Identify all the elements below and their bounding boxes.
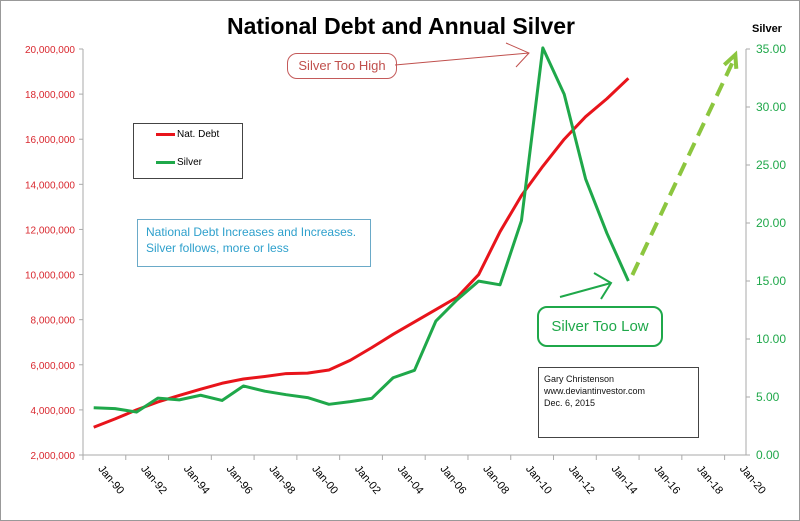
legend-swatch — [156, 133, 175, 136]
x-tick-label: Jan-00 — [309, 463, 340, 496]
chart-title: National Debt and Annual Silver — [226, 13, 576, 39]
credit-site: www.deviantinvestor.com — [544, 386, 646, 396]
left-tick-label: 4,000,000 — [31, 406, 76, 417]
legend-label: Nat. Debt — [177, 129, 220, 140]
x-tick-label: Jan-04 — [395, 463, 426, 496]
x-tick-label: Jan-18 — [694, 463, 725, 496]
right-tick-label: 25.00 — [756, 158, 786, 172]
x-tick-label: Jan-20 — [737, 463, 768, 496]
right-tick-label: 30.00 — [756, 100, 786, 114]
left-tick-label: 6,000,000 — [31, 361, 76, 372]
right-tick-label: 20.00 — [756, 216, 786, 230]
projection-line — [630, 61, 735, 276]
low-arrow — [559, 282, 612, 298]
low-arrowhead — [593, 272, 613, 300]
credit-date: Dec. 6, 2015 — [544, 398, 596, 408]
series-line-silver — [93, 46, 630, 414]
left-tick-label: 18,000,000 — [25, 90, 75, 101]
x-tick-label: Jan-92 — [138, 463, 169, 496]
left-tick-label: 8,000,000 — [31, 316, 76, 327]
right-tick-label: 35.00 — [756, 42, 786, 56]
legend-item-silver: Silver — [156, 157, 202, 168]
right-tick-label: 5.00 — [756, 390, 780, 404]
credit-name: Gary Christenson — [544, 374, 615, 384]
x-tick-label: Jan-90 — [95, 463, 126, 496]
right-tick-label: 10.00 — [756, 332, 786, 346]
silver-too-low-callout: Silver Too Low — [537, 306, 663, 347]
x-tick-label: Jan-02 — [352, 463, 383, 496]
projection-arrowhead — [722, 50, 739, 69]
left-tick-label: 2,000,000 — [31, 451, 76, 462]
right-tick-label: 15.00 — [756, 274, 786, 288]
credit-box: Gary Christenson www.deviantinvestor.com D… — [538, 367, 699, 438]
x-tick-label: Jan-06 — [438, 463, 469, 496]
high-arrow — [394, 52, 530, 66]
note-box: National Debt Increases and Increases. Si… — [137, 219, 371, 267]
note-line: National Debt Increases and Increases. — [146, 225, 357, 239]
high-arrowhead — [505, 42, 530, 68]
legend: Nat. Debt Silver — [133, 123, 243, 179]
legend-swatch — [156, 161, 175, 164]
legend-item-debt: Nat. Debt — [156, 129, 219, 140]
x-tick-label: Jan-14 — [609, 463, 640, 496]
right-tick-label: 0.00 — [756, 448, 780, 462]
left-tick-label: 14,000,000 — [25, 180, 75, 191]
left-tick-label: 10,000,000 — [25, 271, 75, 282]
x-tick-label: Jan-94 — [181, 463, 212, 496]
left-tick-label: 16,000,000 — [25, 135, 75, 146]
x-tick-label: Jan-08 — [480, 463, 511, 496]
note-line: Silver follows, more or less — [146, 241, 289, 255]
right-axis-title: Silver — [752, 23, 782, 35]
x-tick-label: Jan-96 — [224, 463, 255, 496]
left-tick-label: 12,000,000 — [25, 225, 75, 236]
x-tick-label: Jan-98 — [266, 463, 297, 496]
silver-too-high-callout: Silver Too High — [287, 53, 397, 79]
x-tick-label: Jan-12 — [566, 463, 597, 496]
series-line-debt — [93, 77, 630, 429]
x-tick-label: Jan-16 — [651, 463, 682, 496]
x-tick-label: Jan-10 — [523, 463, 554, 496]
left-tick-label: 20,000,000 — [25, 45, 75, 56]
legend-label: Silver — [177, 157, 203, 168]
